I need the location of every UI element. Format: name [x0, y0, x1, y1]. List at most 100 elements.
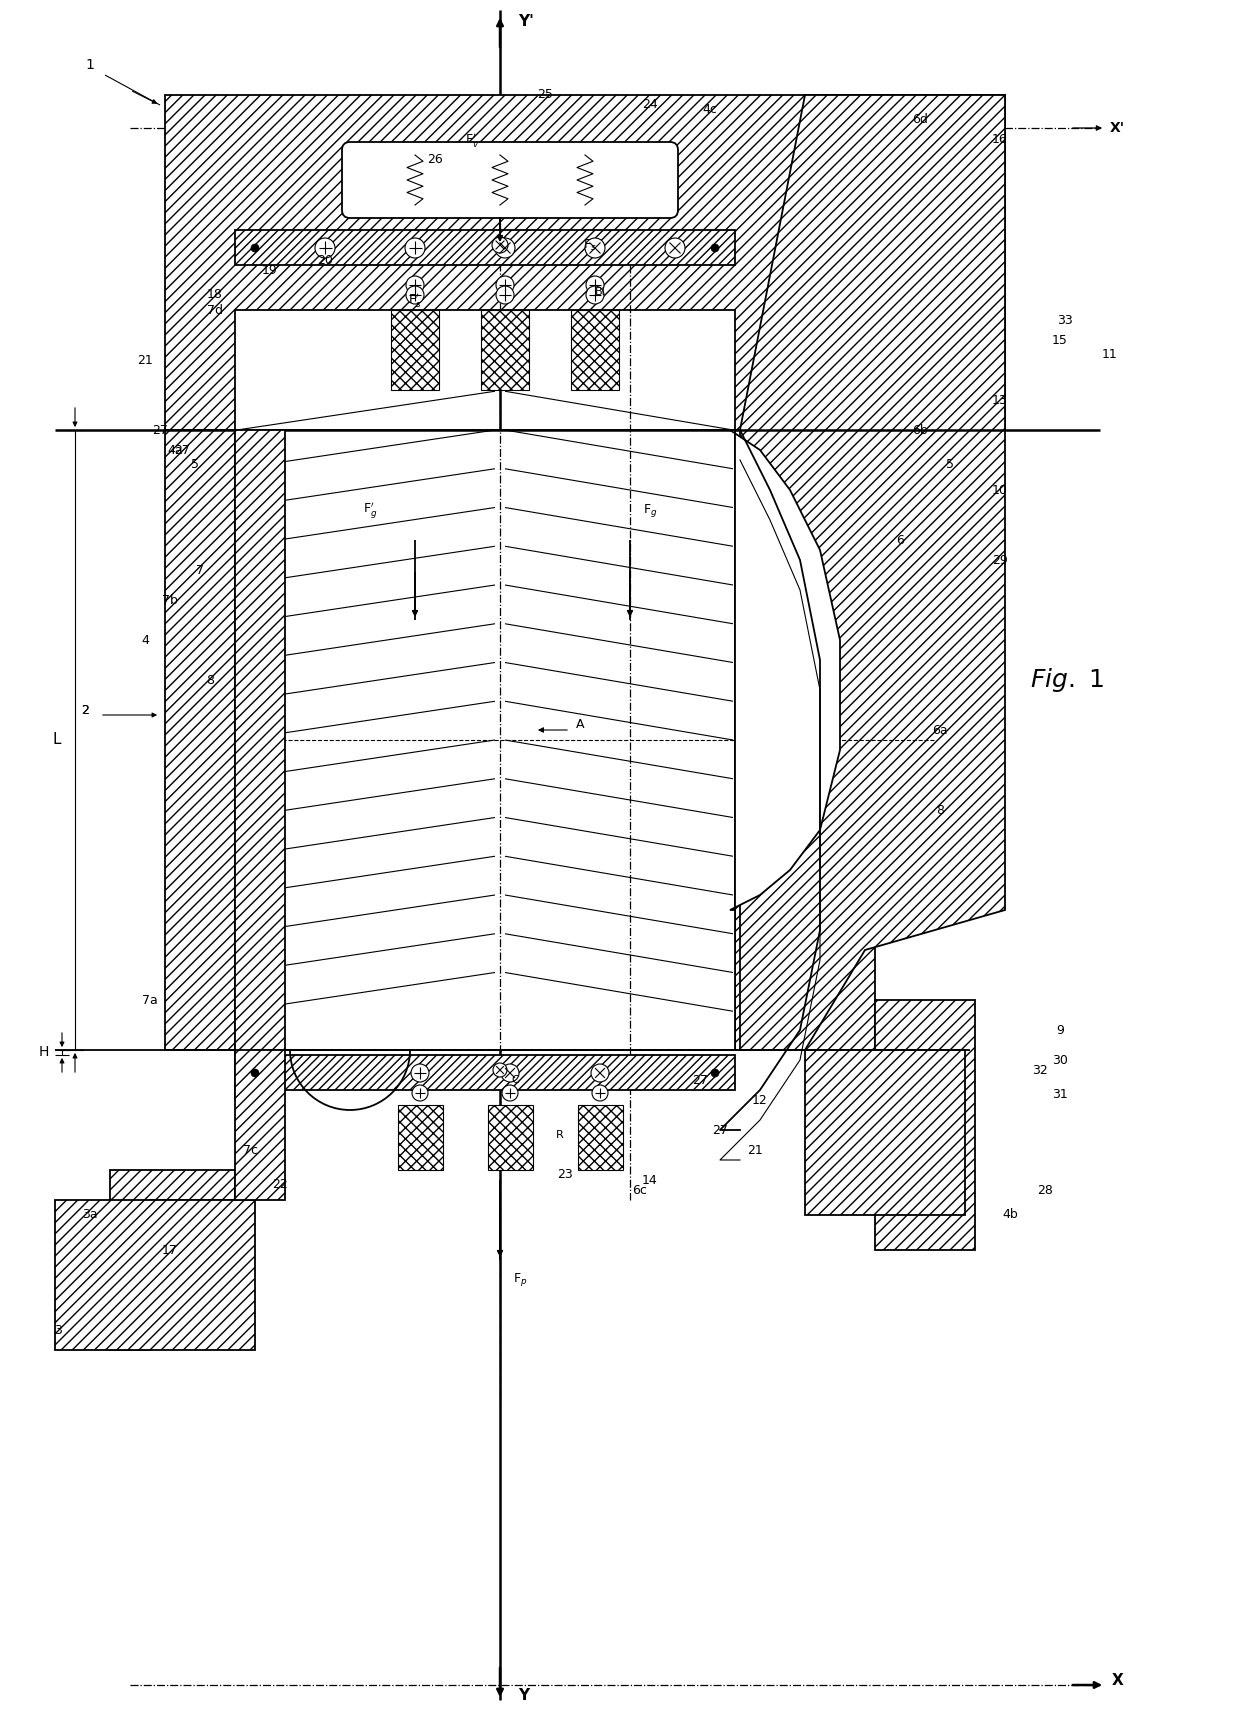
Polygon shape	[110, 1169, 236, 1350]
Text: F$_p$: F$_p$	[513, 1272, 527, 1288]
Polygon shape	[165, 94, 805, 429]
Bar	[55, 1200, 255, 1350]
Text: Bl: Bl	[595, 287, 605, 297]
Text: 8: 8	[206, 673, 215, 687]
Text: F$_g$: F$_g$	[642, 501, 657, 519]
Text: X': X'	[1110, 120, 1125, 136]
Text: 27: 27	[174, 443, 190, 457]
Text: 18: 18	[207, 288, 223, 302]
Circle shape	[412, 1085, 428, 1101]
Text: 3: 3	[55, 1324, 62, 1336]
Polygon shape	[730, 429, 839, 910]
Text: 25: 25	[537, 89, 553, 101]
Polygon shape	[165, 429, 236, 1051]
Text: F$_v'$: F$_v'$	[465, 130, 480, 149]
Text: 4c: 4c	[703, 103, 718, 117]
Text: Y: Y	[518, 1688, 529, 1703]
Text: 31: 31	[1052, 1089, 1068, 1102]
Text: 16: 16	[992, 134, 1008, 146]
Bar	[805, 94, 1004, 429]
Text: 15: 15	[1052, 333, 1068, 347]
Circle shape	[711, 1070, 719, 1077]
Bar	[236, 429, 735, 1051]
Circle shape	[492, 237, 508, 252]
Text: 24: 24	[642, 98, 658, 112]
Text: F$_g'$: F$_g'$	[363, 500, 377, 520]
Text: 28: 28	[1037, 1183, 1053, 1197]
Text: 6: 6	[897, 534, 904, 546]
Circle shape	[501, 1065, 520, 1082]
Text: 10: 10	[992, 484, 1008, 496]
Circle shape	[495, 239, 515, 258]
Text: X: X	[1112, 1672, 1123, 1688]
Circle shape	[410, 1065, 429, 1082]
Circle shape	[405, 276, 424, 294]
Text: $\mathit{Fig.\ 1}$: $\mathit{Fig.\ 1}$	[1030, 666, 1104, 694]
Text: 12: 12	[753, 1094, 768, 1106]
Polygon shape	[740, 94, 1004, 1051]
Text: 6d: 6d	[913, 113, 928, 127]
Text: R: R	[556, 1130, 564, 1140]
Bar	[805, 1051, 965, 1216]
Text: 7c: 7c	[243, 1144, 258, 1157]
Circle shape	[405, 287, 424, 304]
Circle shape	[585, 239, 605, 258]
FancyBboxPatch shape	[342, 143, 678, 218]
Bar	[875, 999, 975, 1250]
Text: 23: 23	[557, 1169, 573, 1181]
Text: 4b: 4b	[1002, 1209, 1018, 1221]
Text: 21: 21	[138, 354, 153, 366]
Text: 5: 5	[191, 458, 198, 472]
Text: 26: 26	[427, 153, 443, 167]
Text: Y': Y'	[518, 14, 534, 29]
Text: 2: 2	[81, 704, 89, 716]
Text: 20: 20	[317, 254, 332, 266]
Text: 13: 13	[992, 393, 1008, 407]
Bar	[805, 429, 875, 1051]
Text: A: A	[575, 718, 584, 731]
Text: 6c: 6c	[632, 1183, 647, 1197]
Bar	[578, 1106, 622, 1169]
Bar	[398, 1106, 443, 1169]
Text: C: C	[511, 1075, 518, 1085]
Text: 33: 33	[1058, 314, 1073, 326]
Text: 6a: 6a	[932, 723, 947, 737]
Text: 2: 2	[81, 704, 89, 716]
Circle shape	[250, 244, 259, 252]
Circle shape	[502, 1085, 518, 1101]
Text: H: H	[38, 1046, 50, 1059]
Text: 32: 32	[1032, 1063, 1048, 1077]
Bar	[489, 1106, 533, 1169]
Circle shape	[494, 1063, 507, 1077]
Text: 6b: 6b	[913, 424, 928, 436]
Circle shape	[496, 287, 515, 304]
Text: 21: 21	[748, 1144, 763, 1157]
Text: L: L	[53, 733, 61, 747]
Text: 7a: 7a	[143, 994, 157, 1006]
Circle shape	[587, 287, 604, 304]
Circle shape	[496, 276, 515, 294]
Circle shape	[587, 276, 604, 294]
Text: 11: 11	[1102, 349, 1118, 362]
Text: 17: 17	[162, 1243, 177, 1257]
Text: 19: 19	[262, 263, 278, 276]
Polygon shape	[735, 429, 805, 1051]
Bar	[570, 311, 619, 390]
Text: F$_s'$: F$_s'$	[408, 290, 422, 309]
Circle shape	[250, 1070, 259, 1077]
Bar	[236, 230, 735, 264]
Text: 5: 5	[946, 458, 954, 472]
Text: 27: 27	[692, 1073, 708, 1087]
Text: 4: 4	[141, 634, 149, 647]
Text: 27: 27	[153, 424, 167, 436]
Circle shape	[405, 239, 425, 258]
Circle shape	[711, 244, 719, 252]
Text: 14: 14	[642, 1173, 658, 1186]
Text: 7: 7	[196, 563, 205, 577]
Polygon shape	[236, 429, 285, 1101]
Text: 22: 22	[272, 1178, 288, 1192]
Text: 29: 29	[992, 553, 1008, 567]
Circle shape	[315, 239, 335, 258]
Bar	[391, 311, 439, 390]
Text: 3a: 3a	[82, 1209, 98, 1221]
